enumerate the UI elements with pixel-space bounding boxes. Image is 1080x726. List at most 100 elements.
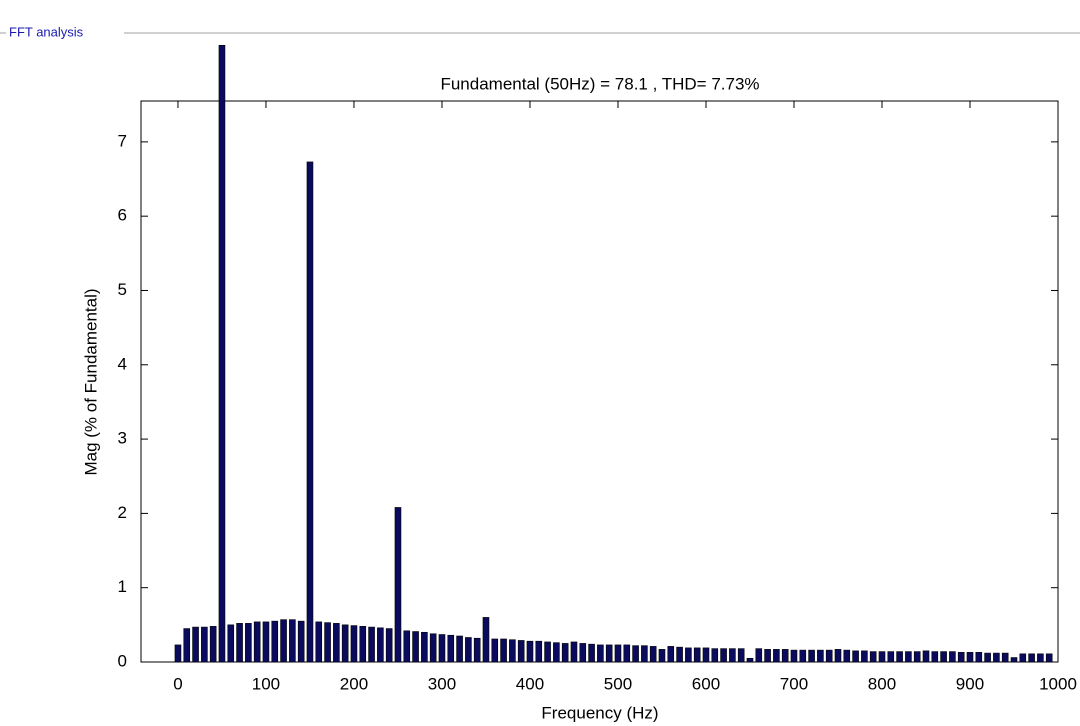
bar	[183, 628, 191, 663]
x-axis-label: Frequency (Hz)	[541, 703, 658, 722]
bar	[940, 651, 947, 663]
bar	[192, 626, 199, 663]
bar	[781, 649, 789, 663]
bar	[500, 638, 507, 663]
y-tick-label: 0	[118, 651, 127, 670]
bar	[693, 647, 701, 663]
x-tick-label: 400	[516, 674, 544, 693]
bar	[289, 619, 296, 663]
bar	[412, 631, 419, 663]
bar	[403, 630, 411, 663]
bar	[306, 161, 314, 663]
bar	[236, 623, 243, 663]
chart-title: Fundamental (50Hz) = 78.1 , THD= 7.73%	[440, 74, 759, 93]
bar	[473, 637, 481, 663]
bar	[808, 649, 815, 663]
bar	[957, 652, 965, 663]
y-tick-label: 2	[118, 503, 127, 522]
bar	[1019, 653, 1027, 663]
bar	[676, 646, 683, 663]
bar	[544, 641, 551, 663]
bar	[755, 648, 763, 663]
y-tick-label: 7	[118, 131, 127, 150]
bar	[702, 647, 710, 663]
bar	[1001, 652, 1009, 663]
bar	[1045, 653, 1053, 663]
bar	[993, 652, 1000, 663]
bar	[623, 644, 631, 663]
bar	[553, 642, 560, 663]
bar	[218, 44, 226, 663]
x-tick-label: 900	[956, 674, 984, 693]
bar	[271, 620, 279, 663]
bar	[588, 643, 595, 663]
bar	[597, 644, 604, 663]
bar	[350, 625, 358, 663]
bar	[896, 651, 903, 663]
bar	[333, 623, 340, 663]
x-tick-label: 1000	[1039, 674, 1077, 693]
bar	[385, 628, 393, 663]
bar	[201, 626, 208, 663]
bar	[711, 648, 719, 663]
x-tick-label: 100	[252, 674, 280, 693]
bar	[737, 648, 745, 663]
bar	[377, 627, 384, 663]
bar	[579, 643, 587, 663]
bar	[852, 650, 859, 663]
bar	[280, 619, 287, 663]
bar	[359, 626, 367, 663]
y-tick-label: 5	[118, 280, 127, 299]
x-tick-label: 600	[692, 674, 720, 693]
bar	[878, 651, 886, 663]
bar	[438, 634, 446, 663]
x-tick-label: 700	[780, 674, 808, 693]
bar	[720, 648, 727, 663]
bar	[535, 640, 543, 663]
bar	[773, 649, 780, 663]
bar	[949, 651, 956, 663]
bar	[421, 631, 428, 663]
bar	[790, 649, 798, 663]
y-axis-label: Mag (% of Fundamental)	[81, 288, 100, 475]
bar	[429, 633, 437, 663]
bar	[315, 621, 323, 663]
bar	[447, 634, 455, 663]
bar	[209, 626, 217, 663]
bar	[614, 644, 622, 663]
bar	[641, 645, 648, 663]
bar	[605, 644, 613, 663]
bar	[975, 652, 983, 663]
bar	[570, 641, 578, 663]
y-tick-label: 3	[118, 429, 127, 448]
bar	[561, 643, 569, 663]
y-tick-label: 1	[118, 577, 127, 596]
bar	[324, 622, 331, 663]
bar	[394, 507, 402, 663]
bar	[966, 652, 974, 663]
bar	[262, 621, 270, 663]
bar	[1010, 657, 1018, 663]
bar	[632, 645, 639, 663]
bar	[227, 624, 235, 663]
bar	[368, 626, 375, 663]
bar	[834, 649, 842, 663]
bar	[517, 640, 525, 663]
bar	[482, 617, 490, 663]
bar	[526, 640, 534, 663]
bar	[174, 644, 182, 663]
bar	[297, 620, 305, 663]
x-tick-label: 300	[428, 674, 456, 693]
bar	[1037, 653, 1044, 663]
bar	[905, 651, 912, 663]
x-tick-label: 200	[340, 674, 368, 693]
bar	[465, 637, 472, 663]
plot-area	[140, 100, 1059, 663]
y-tick-label: 4	[118, 354, 127, 373]
x-tick-label: 800	[868, 674, 896, 693]
bar	[825, 649, 833, 663]
bar	[658, 649, 666, 663]
bar	[245, 623, 252, 663]
bar	[341, 624, 349, 663]
